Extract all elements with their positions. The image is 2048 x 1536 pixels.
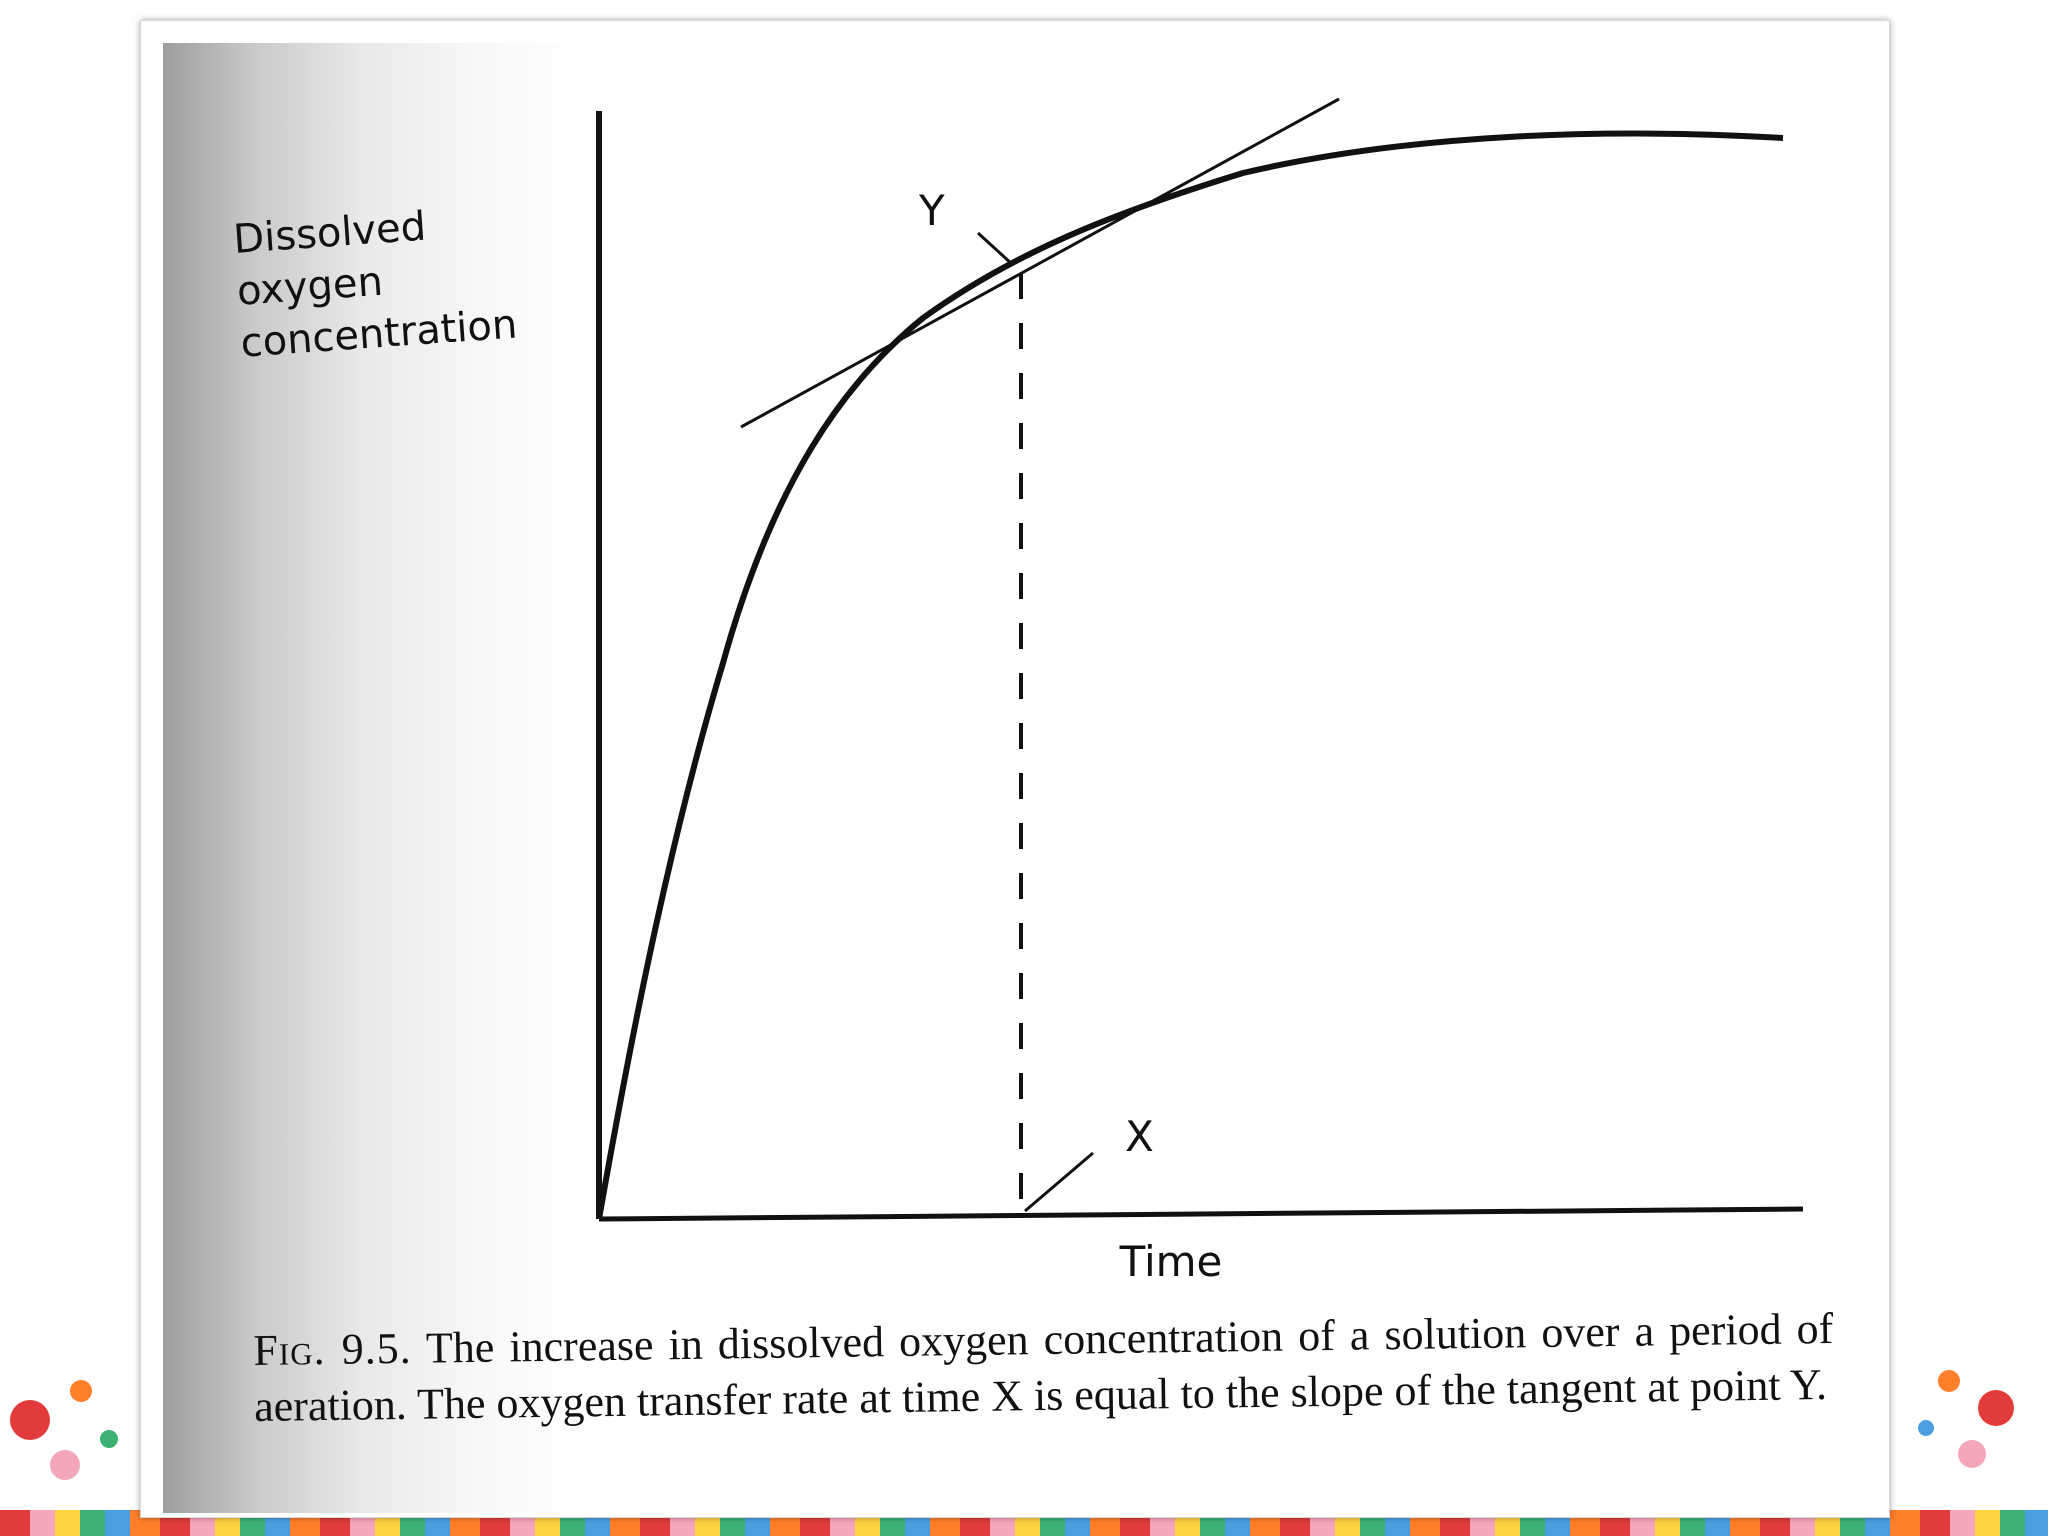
point-label-x: X bbox=[1125, 1112, 1154, 1161]
x-axis bbox=[598, 1206, 1804, 1222]
scanned-figure: Dissolved oxygen concentration Y X Time … bbox=[163, 43, 1867, 1513]
oxygen-curve-diagram: Dissolved oxygen concentration Y X Time bbox=[232, 97, 1804, 1286]
point-label-y: Y bbox=[918, 186, 945, 235]
y-axis-label: Dissolved oxygen concentration bbox=[232, 198, 519, 367]
figure-caption: Fig. 9.5. The increase in dissolved oxyg… bbox=[253, 1301, 1834, 1435]
tangent-line bbox=[740, 97, 1340, 429]
decorative-flowers-right bbox=[1898, 1340, 2048, 1520]
leader-line-y bbox=[976, 231, 1015, 267]
concentration-curve bbox=[596, 130, 1784, 1220]
figure-number: Fig. 9.5. bbox=[253, 1323, 412, 1375]
x-axis-label: Time bbox=[1119, 1237, 1223, 1286]
figure-card: Dissolved oxygen concentration Y X Time … bbox=[140, 20, 1890, 1518]
leader-line-x bbox=[1024, 1151, 1094, 1213]
caption-text: The increase in dissolved oxygen concent… bbox=[253, 1303, 1834, 1431]
decorative-flowers-left bbox=[0, 1340, 150, 1520]
